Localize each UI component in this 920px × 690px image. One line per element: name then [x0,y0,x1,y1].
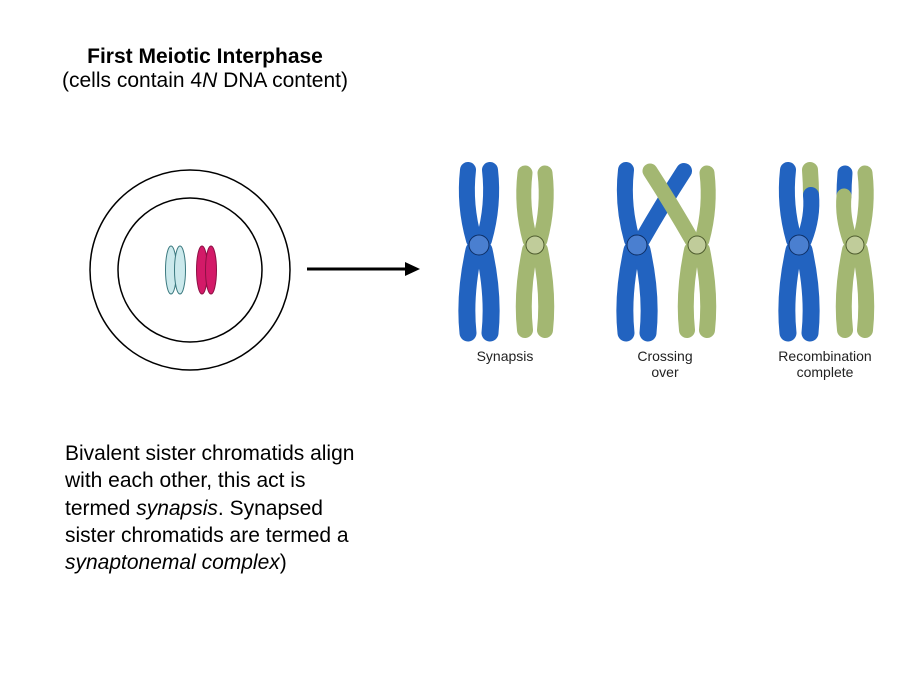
label-crossing: Crossingover [590,348,740,380]
arrow-icon [305,255,425,283]
title-block: First Meiotic Interphase (cells contain … [30,45,380,93]
label-recomb: Recombinationcomplete [750,348,900,380]
title-sub: (cells contain 4N DNA content) [30,69,380,93]
chromosome-synapsis [430,155,580,345]
chromosome-recombination [750,155,900,345]
cell-diagram [80,160,300,380]
chromosome-crossing [590,155,740,345]
body-text: Bivalent sister chromatids align with ea… [65,440,375,576]
title-main: First Meiotic Interphase [30,45,380,69]
label-synapsis: Synapsis [430,348,580,364]
